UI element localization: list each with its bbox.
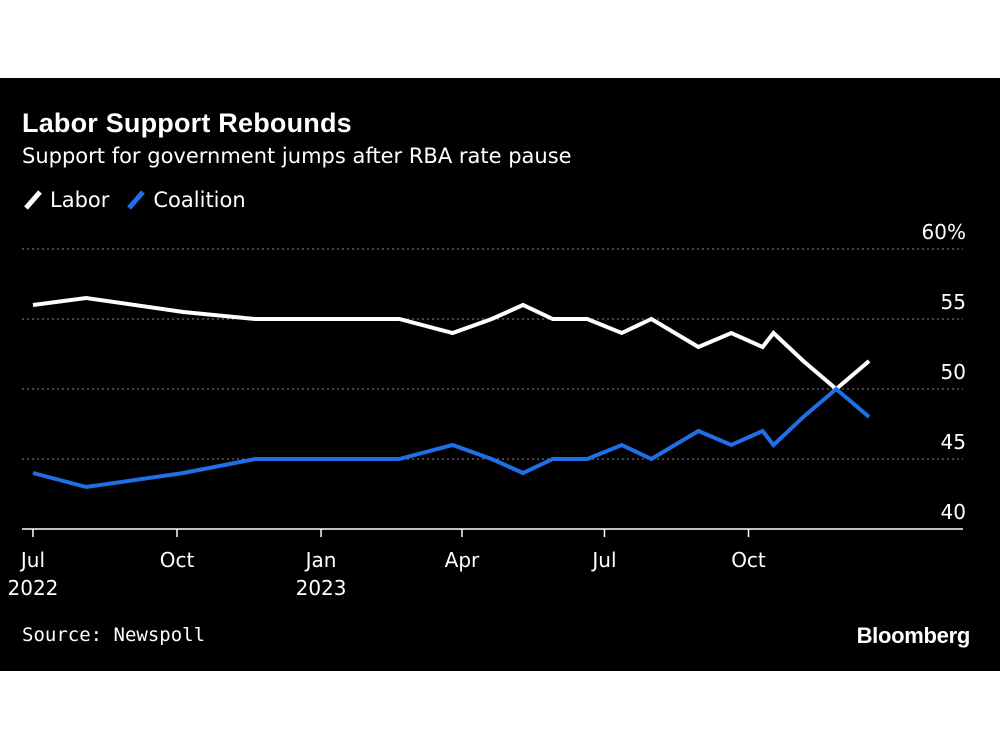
series-line-coalition	[32, 386, 871, 490]
y-tick-label: 60%	[922, 220, 966, 244]
x-tick-year-label: 2023	[296, 576, 347, 600]
legend-label-coalition: Coalition	[153, 188, 246, 212]
legend: Labor Coalition	[22, 186, 262, 214]
chart-title: Labor Support Rebounds	[22, 108, 352, 138]
legend-item-coalition: Coalition	[125, 188, 246, 212]
series-line-labor	[32, 295, 871, 392]
x-axis: Jul 2022 Oct Jan 2023 Apr Jul Oct	[8, 528, 963, 600]
x-tick-year-label: 2022	[8, 576, 59, 600]
x-tick-label: Oct	[160, 548, 195, 572]
chart-subtitle: Support for government jumps after RBA r…	[22, 144, 572, 168]
y-tick-label: 50	[941, 360, 966, 384]
y-tick-label: 40	[941, 500, 966, 524]
y-tick-label: 45	[941, 430, 966, 454]
y-axis-ticks: 60% 55 50 45 40	[922, 220, 966, 524]
series-lines	[32, 295, 871, 490]
source-note: Source: Newspoll	[22, 624, 206, 646]
legend-swatch-coalition	[127, 190, 146, 210]
x-tick-label: Oct	[731, 548, 766, 572]
y-tick-label: 55	[941, 290, 966, 314]
x-tick-label: Jan	[304, 548, 337, 572]
x-tick-label: Jul	[19, 548, 45, 572]
plot-area: 60% 55 50 45 40 Jul 2022 Oct Jan 2023 Apr Jul Oct	[8, 220, 966, 600]
x-tick-label: Apr	[445, 548, 480, 572]
legend-swatch-labor	[24, 190, 42, 210]
x-tick-label: Jul	[590, 548, 616, 572]
legend-label-labor: Labor	[50, 188, 110, 212]
bloomberg-logo: Bloomberg	[856, 623, 971, 648]
gridlines	[22, 248, 963, 460]
legend-item-labor: Labor	[22, 188, 109, 212]
chart-panel: 60% 55 50 45 40 Jul 2022 Oct Jan 2023 Apr Jul Oct L…	[0, 78, 1000, 671]
